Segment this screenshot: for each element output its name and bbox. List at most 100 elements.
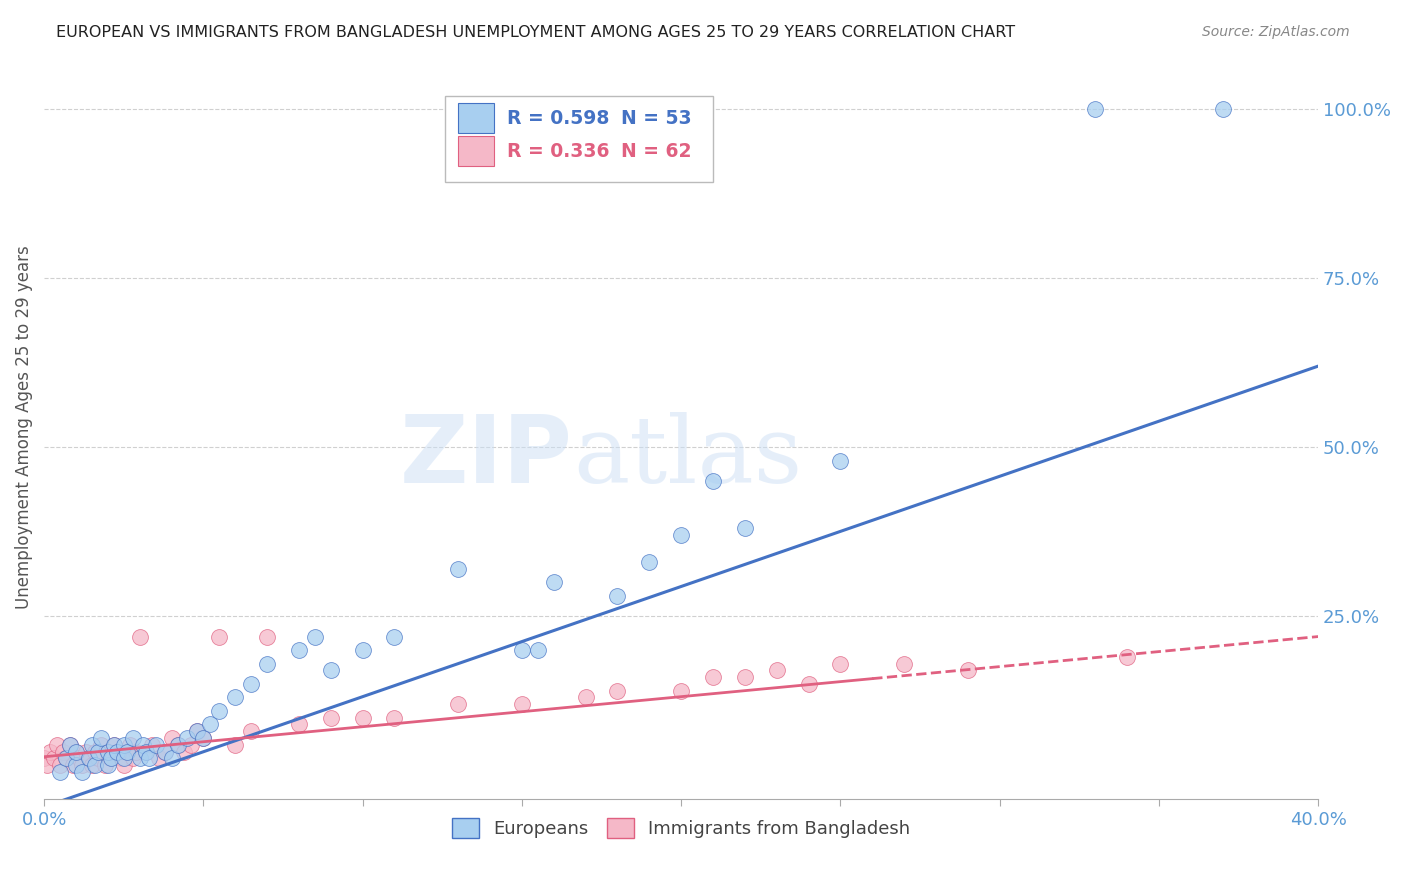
Point <box>288 717 311 731</box>
Point <box>224 690 246 705</box>
Point <box>132 738 155 752</box>
Point <box>527 643 550 657</box>
Point <box>176 731 198 745</box>
Point <box>702 474 724 488</box>
Point <box>638 555 661 569</box>
Point <box>186 724 208 739</box>
Point <box>72 758 94 772</box>
Point <box>384 711 406 725</box>
Point <box>42 751 65 765</box>
Point <box>180 738 202 752</box>
Point <box>80 738 103 752</box>
FancyBboxPatch shape <box>446 96 713 182</box>
Point <box>97 744 120 758</box>
Point <box>105 744 128 758</box>
Point <box>447 697 470 711</box>
Point <box>193 731 215 745</box>
Bar <box>458 136 494 166</box>
Point <box>304 630 326 644</box>
Text: Source: ZipAtlas.com: Source: ZipAtlas.com <box>1202 25 1350 39</box>
Point <box>669 683 692 698</box>
Point <box>105 744 128 758</box>
Point <box>62 758 84 772</box>
Point <box>112 738 135 752</box>
Point <box>173 744 195 758</box>
Point <box>65 744 87 758</box>
Point <box>510 643 533 657</box>
Point <box>734 670 756 684</box>
Point <box>100 751 122 765</box>
Point <box>830 454 852 468</box>
Point <box>65 744 87 758</box>
Point <box>669 528 692 542</box>
Point <box>72 764 94 779</box>
Point <box>77 751 100 765</box>
Point <box>122 731 145 745</box>
Text: ZIP: ZIP <box>399 410 572 503</box>
Point <box>240 677 263 691</box>
Y-axis label: Unemployment Among Ages 25 to 29 years: Unemployment Among Ages 25 to 29 years <box>15 245 32 609</box>
Point <box>122 751 145 765</box>
Point <box>103 738 125 752</box>
Point <box>352 711 374 725</box>
Point <box>606 683 628 698</box>
Point <box>112 751 135 765</box>
Point <box>112 758 135 772</box>
Point <box>141 738 163 752</box>
Point <box>256 630 278 644</box>
Point <box>90 738 112 752</box>
Point <box>224 738 246 752</box>
Text: R = 0.336: R = 0.336 <box>506 142 609 161</box>
Point <box>115 744 138 758</box>
Point <box>52 744 75 758</box>
Point <box>58 738 80 752</box>
Point <box>319 711 342 725</box>
Point <box>797 677 820 691</box>
Text: R = 0.598: R = 0.598 <box>506 109 609 128</box>
Point <box>100 751 122 765</box>
Text: N = 62: N = 62 <box>621 142 692 161</box>
Point <box>90 731 112 745</box>
Point <box>55 751 77 765</box>
Text: N = 53: N = 53 <box>621 109 692 128</box>
Point <box>160 751 183 765</box>
Point <box>702 670 724 684</box>
Point <box>893 657 915 671</box>
Point <box>153 744 176 758</box>
Point <box>160 731 183 745</box>
Point <box>352 643 374 657</box>
Point <box>87 744 110 758</box>
Point <box>1116 649 1139 664</box>
Point <box>128 751 150 765</box>
Point <box>193 731 215 745</box>
Point <box>32 751 55 765</box>
Point <box>135 744 157 758</box>
Point <box>120 738 142 752</box>
Point <box>97 758 120 772</box>
Point <box>84 744 107 758</box>
Point <box>97 744 120 758</box>
Point <box>87 751 110 765</box>
Text: atlas: atlas <box>572 412 801 501</box>
Point <box>125 744 148 758</box>
Point <box>1212 102 1234 116</box>
Point <box>84 758 107 772</box>
Point <box>115 744 138 758</box>
Point <box>208 704 231 718</box>
Point <box>103 738 125 752</box>
Legend: Europeans, Immigrants from Bangladesh: Europeans, Immigrants from Bangladesh <box>444 811 918 846</box>
Point <box>447 562 470 576</box>
Point <box>574 690 596 705</box>
Point <box>49 764 72 779</box>
Point <box>75 744 97 758</box>
Point <box>167 738 190 752</box>
Point <box>543 575 565 590</box>
Bar <box>458 103 494 133</box>
Point <box>288 643 311 657</box>
Point <box>110 751 132 765</box>
Text: EUROPEAN VS IMMIGRANTS FROM BANGLADESH UNEMPLOYMENT AMONG AGES 25 TO 29 YEARS CO: EUROPEAN VS IMMIGRANTS FROM BANGLADESH U… <box>56 25 1015 40</box>
Point <box>80 758 103 772</box>
Point <box>606 589 628 603</box>
Point <box>135 744 157 758</box>
Point <box>956 664 979 678</box>
